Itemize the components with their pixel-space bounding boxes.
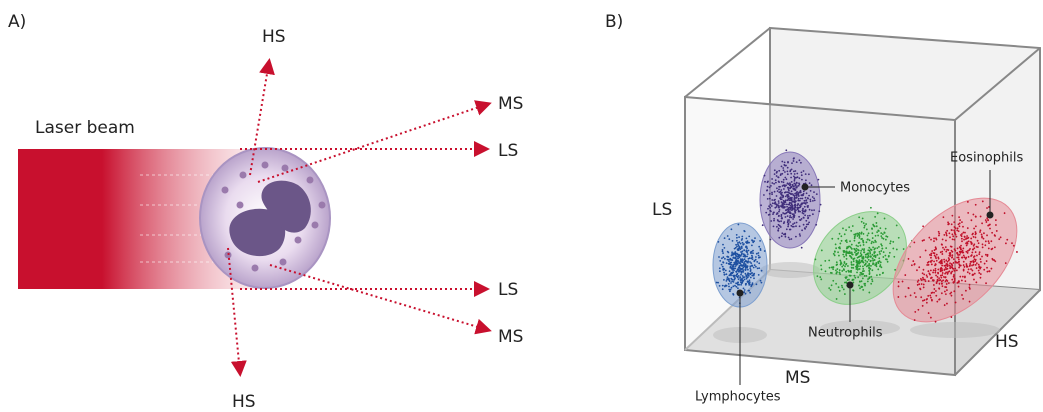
ms-label: MS [498,327,523,347]
population-ellipse [892,197,1018,323]
population-label: Eosinophils [950,151,1023,166]
hs-label: HS [232,392,256,412]
panel-label: B) [605,12,623,32]
ls-label: LS [498,280,518,300]
population-dots [760,149,822,249]
ls-axis-label: LS [652,200,672,220]
population-dots [715,223,766,305]
population-shadow [910,322,1000,338]
population-dots [897,200,1018,323]
ls-label: LS [498,141,518,161]
population-label: Neutrophils [808,326,883,341]
beam-label: Laser beam [35,118,135,138]
granules [221,161,326,272]
ms-axis-label: MS [785,368,810,388]
beam-lines [140,174,240,263]
nucleus [229,180,311,257]
population-label: Lymphocytes [695,390,781,405]
hs-axis-label: HS [995,332,1019,352]
leaders [736,170,994,385]
scatter-arrows [227,58,492,377]
ms-label: MS [498,94,523,114]
population-shadow [820,320,900,336]
population-dots [814,206,913,300]
clusters [712,149,1018,343]
population-label: Monocytes [840,181,910,196]
panel-label: A) [8,12,26,32]
population-shadow [760,262,820,278]
hs-label: HS [262,27,286,47]
